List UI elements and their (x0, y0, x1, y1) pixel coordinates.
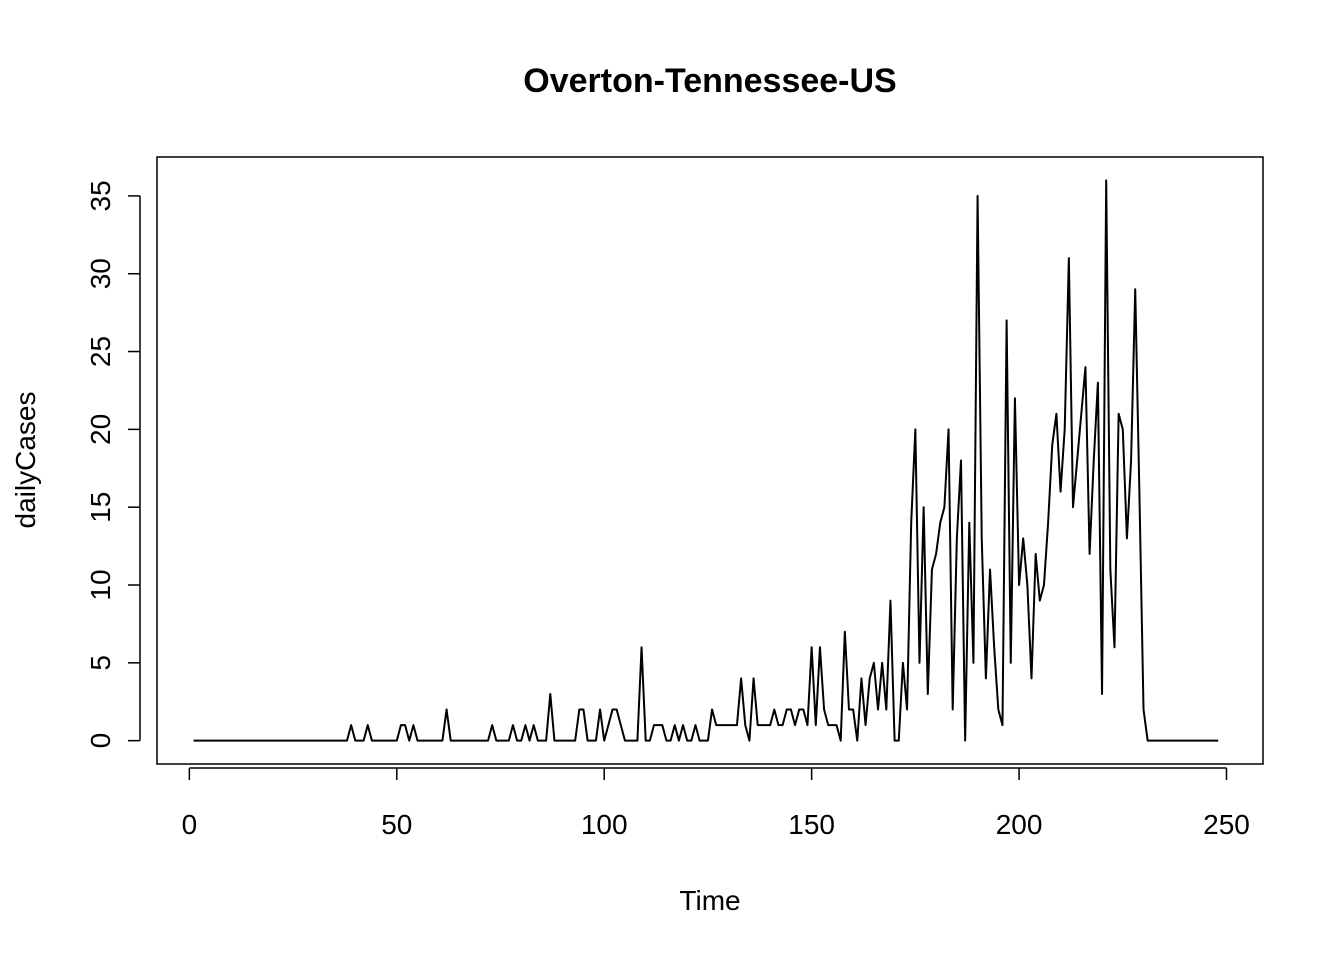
x-tick-label: 0 (182, 809, 198, 840)
x-tick-label: 200 (996, 809, 1043, 840)
y-tick-label: 30 (85, 258, 116, 289)
x-tick-label: 150 (788, 809, 835, 840)
plot-box (156, 156, 1264, 765)
y-tick-label: 15 (85, 492, 116, 523)
x-axis-title: Time (679, 885, 740, 916)
y-axis-title: dailyCases (10, 392, 41, 529)
y-tick-label: 5 (85, 655, 116, 671)
x-tick-label: 100 (581, 809, 628, 840)
x-tick-label: 250 (1203, 809, 1250, 840)
y-tick-label: 0 (85, 733, 116, 749)
y-axis: 0 5 10 15 20 25 30 35 (85, 180, 141, 749)
y-tick-label: 35 (85, 180, 116, 211)
x-axis: 0 50 100 150 200 250 (182, 767, 1250, 840)
y-tick-label: 25 (85, 336, 116, 367)
x-tick-label: 50 (381, 809, 412, 840)
y-tick-label: 20 (85, 414, 116, 445)
y-tick-label: 10 (85, 569, 116, 600)
series-line-daily-cases (193, 179, 1219, 742)
chart-title: Overton-Tennessee-US (523, 62, 896, 100)
